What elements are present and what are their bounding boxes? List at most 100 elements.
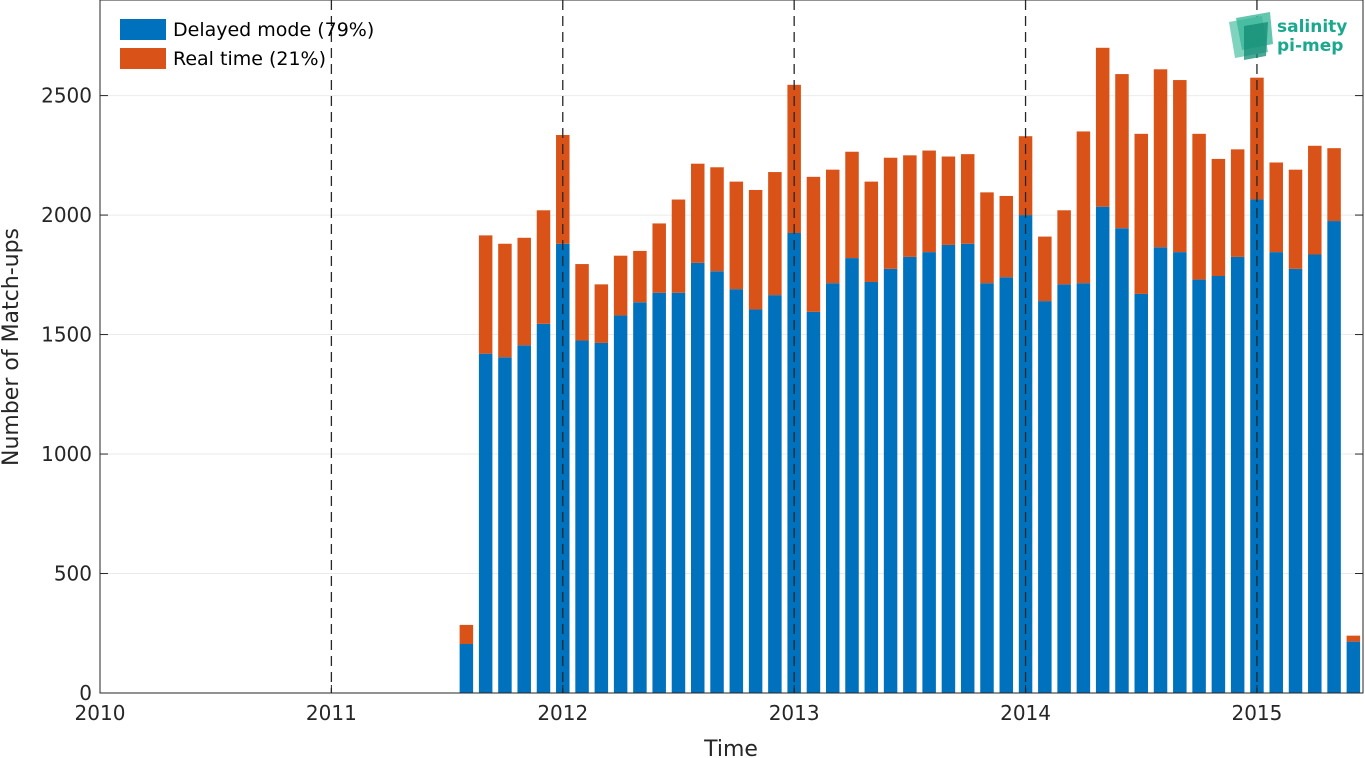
bar-delayed-mode <box>1308 254 1322 693</box>
bar-real-time <box>1308 145 1322 255</box>
bar-real-time <box>748 189 763 310</box>
bar-delayed-mode <box>575 340 589 693</box>
bar-real-time <box>594 284 609 343</box>
bar-real-time <box>1057 210 1071 285</box>
logo-line-1: salinity <box>1277 17 1347 37</box>
bar-delayed-mode <box>1269 252 1283 693</box>
bar-real-time <box>652 223 666 293</box>
bar-delayed-mode <box>1134 293 1149 693</box>
bar-real-time <box>1230 149 1245 257</box>
bar-real-time <box>980 192 994 284</box>
x-tick-label: 2011 <box>306 701 357 725</box>
y-tick-label: 2500 <box>41 84 92 108</box>
legend: Delayed mode (79%) Real time (21%) <box>120 19 374 70</box>
bar-real-time <box>1327 148 1341 222</box>
bar-delayed-mode <box>1173 252 1187 693</box>
bar-real-time <box>1288 169 1303 269</box>
legend-label: Delayed mode (79%) <box>173 19 374 41</box>
x-tick-label: 2010 <box>75 701 126 725</box>
bar-real-time <box>1115 74 1129 229</box>
bar-delayed-mode <box>845 258 859 693</box>
bar-delayed-mode <box>691 262 705 693</box>
x-tick-label: 2013 <box>769 701 820 725</box>
wave-icon <box>1229 12 1273 60</box>
bar-real-time <box>864 181 879 282</box>
bar-delayed-mode <box>1250 199 1264 694</box>
bar-real-time <box>691 163 705 263</box>
bars <box>459 47 1361 694</box>
legend-label: Real time (21%) <box>173 48 326 70</box>
bar-delayed-mode <box>1076 283 1091 693</box>
bar-delayed-mode <box>1038 301 1052 693</box>
bar-delayed-mode <box>1230 256 1245 693</box>
bar-real-time <box>536 210 551 324</box>
bar-real-time <box>633 250 647 303</box>
bar-real-time <box>1211 158 1226 277</box>
x-axis-label: Time <box>703 737 758 758</box>
bar-delayed-mode <box>806 311 821 693</box>
bar-real-time <box>498 243 512 358</box>
bar-real-time <box>613 255 628 316</box>
bar-real-time <box>1269 162 1283 253</box>
bar-delayed-mode <box>825 283 840 693</box>
bar-delayed-mode <box>864 281 879 693</box>
bar-real-time <box>922 150 936 253</box>
legend-swatch <box>120 19 166 40</box>
bar-delayed-mode <box>903 256 917 693</box>
bar-delayed-mode <box>671 292 686 693</box>
bar-delayed-mode <box>999 277 1014 693</box>
bar-real-time <box>710 167 724 272</box>
logo: salinity pi-mep <box>1229 12 1347 60</box>
bar-real-time <box>1192 133 1206 280</box>
bar-real-time <box>960 154 975 244</box>
bar-real-time <box>1076 131 1091 284</box>
y-tick-label: 2000 <box>41 203 92 227</box>
bar-real-time <box>806 176 821 312</box>
bar-real-time <box>768 172 782 296</box>
bar-real-time <box>941 156 956 245</box>
bar-delayed-mode <box>1327 221 1341 694</box>
bar-real-time <box>903 155 917 257</box>
bar-delayed-mode <box>652 292 666 693</box>
bar-real-time <box>787 84 801 233</box>
logo-line-2: pi-mep <box>1277 36 1343 56</box>
bar-delayed-mode <box>1211 276 1226 693</box>
x-tick-label: 2012 <box>537 701 588 725</box>
bar-real-time <box>1153 69 1168 248</box>
bar-delayed-mode <box>748 309 763 693</box>
bar-real-time <box>999 195 1014 278</box>
bar-real-time <box>556 135 570 244</box>
bar-real-time <box>1134 133 1149 294</box>
bar-delayed-mode <box>922 252 936 693</box>
y-tick-label: 0 <box>79 681 92 705</box>
year-dividers <box>330 0 1258 693</box>
bar-real-time <box>729 181 744 290</box>
bar-delayed-mode <box>960 243 975 694</box>
bar-real-time <box>478 235 493 354</box>
bar-real-time <box>517 237 531 346</box>
bar-delayed-mode <box>1095 206 1110 693</box>
y-tick-label: 1000 <box>41 442 92 466</box>
bar-delayed-mode <box>1153 247 1168 693</box>
x-tick-label: 2014 <box>1000 701 1051 725</box>
bar-real-time <box>1250 77 1264 200</box>
bar-delayed-mode <box>594 342 609 693</box>
bar-real-time <box>1018 136 1033 216</box>
bar-delayed-mode <box>768 295 782 693</box>
bar-delayed-mode <box>729 289 744 693</box>
bar-delayed-mode <box>1057 284 1071 693</box>
x-tick-label: 2015 <box>1231 701 1282 725</box>
bar-real-time <box>1173 80 1187 253</box>
bar-delayed-mode <box>941 244 956 694</box>
bar-real-time <box>1038 236 1052 302</box>
bar-real-time <box>575 264 589 341</box>
bar-real-time <box>883 157 898 269</box>
bar-delayed-mode <box>633 302 647 693</box>
bar-delayed-mode <box>517 345 531 693</box>
y-tick-label: 500 <box>54 562 92 586</box>
y-axis: 0 500 1000 1500 2000 2500 <box>41 84 1363 705</box>
bar-delayed-mode <box>710 271 724 693</box>
bar-delayed-mode <box>498 357 512 693</box>
bar-delayed-mode <box>1346 641 1361 693</box>
